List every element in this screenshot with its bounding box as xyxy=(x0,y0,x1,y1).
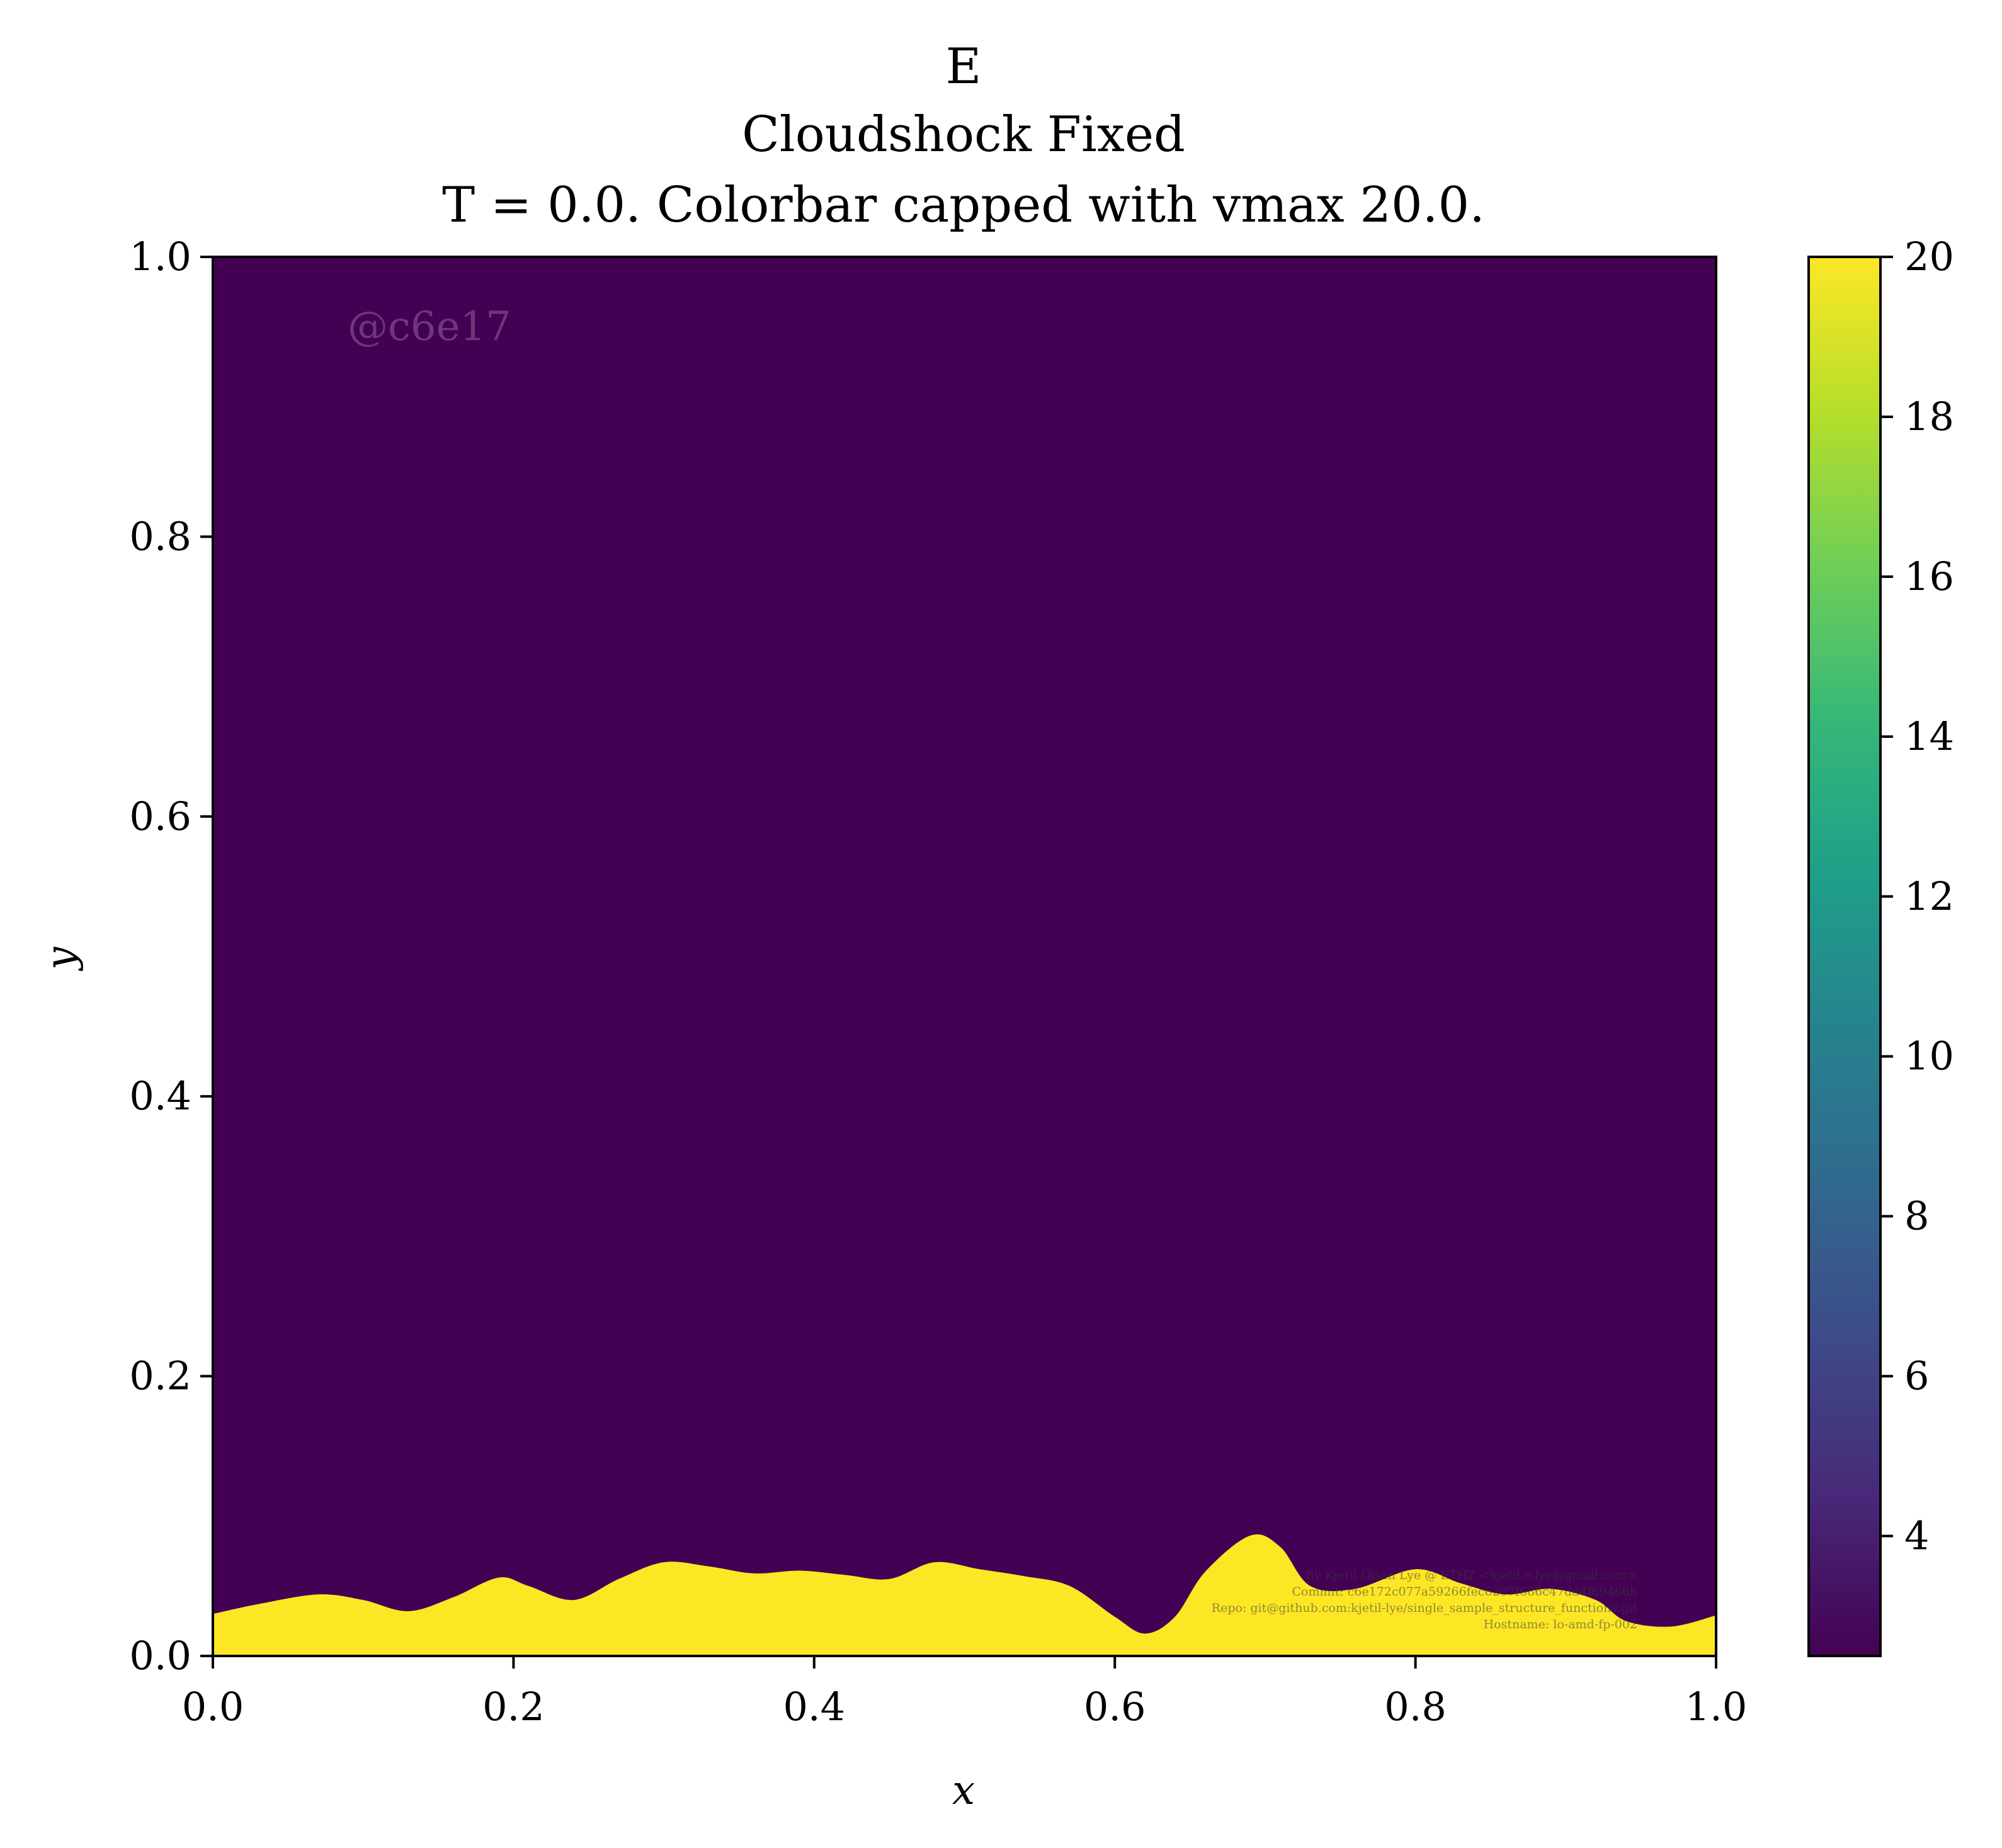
colorbar-tick-label: 10 xyxy=(1904,1033,1954,1079)
credit-line: Commit: c6e172c077a59266fec6207f686c47dd… xyxy=(1292,1585,1637,1599)
x-tick-label: 0.0 xyxy=(182,1684,244,1730)
colorbar-tick-label: 16 xyxy=(1904,553,1954,599)
y-tick-label: 0.8 xyxy=(129,513,191,559)
credit-line: Hostname: lo-amd-fp-002 xyxy=(1484,1618,1637,1631)
colorbar-gradient xyxy=(1809,257,1880,1656)
y-tick-label: 0.0 xyxy=(129,1633,191,1679)
x-tick-label: 1.0 xyxy=(1685,1684,1748,1730)
credit-block: By Kjetil Olsen Lye @ ETHZ <kjetil.o.lye… xyxy=(1212,1568,1638,1631)
colorbar-tick-label: 4 xyxy=(1904,1513,1929,1559)
y-tick-label: 0.6 xyxy=(129,793,191,839)
credit-line: By Kjetil Olsen Lye @ ETHZ <kjetil.o.lye… xyxy=(1305,1568,1637,1582)
chart-title: E xyxy=(946,38,982,95)
colorbar-tick-label: 14 xyxy=(1904,713,1954,759)
lower-band xyxy=(213,1534,1716,1656)
colorbar-tick-label: 18 xyxy=(1904,394,1954,439)
x-axis: 0.0 0.2 0.4 0.6 0.8 1.0 xyxy=(182,1656,1748,1730)
chart-subtitle: Cloudshock Fixed xyxy=(742,106,1185,163)
y-axis: 0.0 0.2 0.4 0.6 0.8 1.0 xyxy=(129,234,213,1679)
plot-frame xyxy=(212,256,1717,1657)
y-axis-label: y xyxy=(38,946,84,972)
credit-line: Repo: git@github.com:kjetil-lye/single_s… xyxy=(1212,1601,1638,1615)
x-tick-label: 0.2 xyxy=(482,1684,545,1730)
heatmap-plot-area xyxy=(212,256,1717,1657)
colorbar-tick-label: 12 xyxy=(1904,873,1954,919)
chart-time-caption: T = 0.0. Colorbar capped with vmax 20.0. xyxy=(442,177,1485,234)
watermark-text: @c6e17 xyxy=(348,303,511,350)
x-tick-label: 0.4 xyxy=(783,1684,845,1730)
x-tick-label: 0.8 xyxy=(1384,1684,1447,1730)
colorbar: 4 6 8 10 12 14 16 18 20 xyxy=(1807,234,1954,1657)
y-tick-label: 0.4 xyxy=(129,1073,191,1119)
y-tick-label: 1.0 xyxy=(129,234,191,280)
colorbar-frame xyxy=(1807,256,1882,1657)
y-tick-label: 0.2 xyxy=(129,1353,191,1399)
x-axis-label: x xyxy=(952,1767,975,1814)
colorbar-tick-label: 8 xyxy=(1904,1193,1929,1239)
colorbar-tick-label: 6 xyxy=(1904,1353,1929,1399)
colorbar-tick-label: 20 xyxy=(1904,234,1954,280)
x-tick-label: 0.6 xyxy=(1084,1684,1146,1730)
upper-region xyxy=(213,257,1716,1656)
